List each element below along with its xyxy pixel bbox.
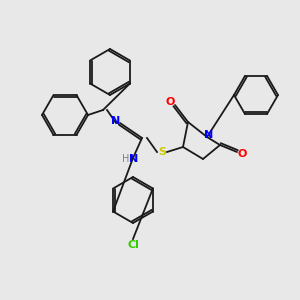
Text: H: H — [122, 154, 130, 164]
Text: O: O — [165, 97, 175, 107]
Text: O: O — [237, 149, 247, 159]
Text: S: S — [158, 147, 166, 157]
Text: N: N — [204, 130, 214, 140]
Text: Cl: Cl — [127, 240, 139, 250]
Text: N: N — [111, 116, 121, 126]
Text: N: N — [129, 154, 139, 164]
